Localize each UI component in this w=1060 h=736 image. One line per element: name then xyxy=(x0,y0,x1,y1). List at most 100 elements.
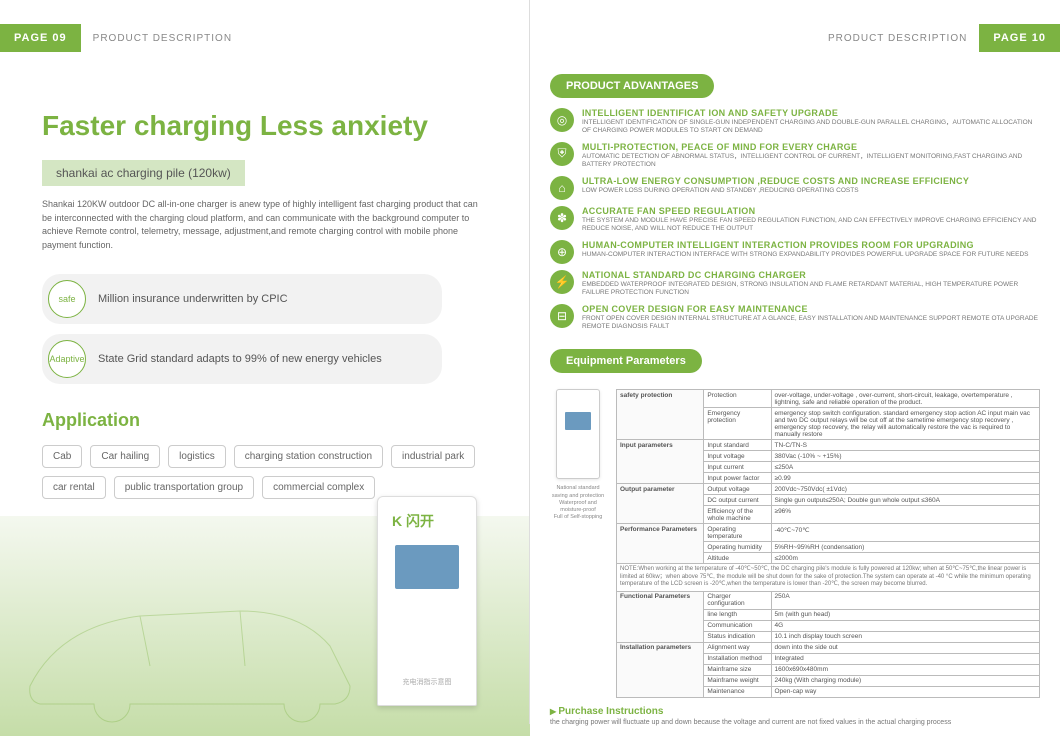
advantage-icon: ⚡ xyxy=(550,270,574,294)
param-value: ≥0.99 xyxy=(771,473,1040,484)
param-key: Output voltage xyxy=(704,484,771,495)
param-value: ≤250A xyxy=(771,462,1040,473)
application-title: Application xyxy=(42,410,487,431)
advantage-item: ⚡ NATIONAL STANDARD DC CHARGING CHARGEREM… xyxy=(550,270,1040,298)
feature-text: Million insurance underwritten by CPIC xyxy=(98,293,288,305)
param-value: 4G xyxy=(771,620,1040,631)
advantage-icon: ⊟ xyxy=(550,304,574,328)
param-value: over-voltage, under-voltage , over-curre… xyxy=(771,390,1040,408)
advantage-desc: FRONT OPEN COVER DESIGN INTERNAL STRUCTU… xyxy=(582,315,1040,332)
param-key: Operating temperature xyxy=(704,524,771,542)
param-key: Maintenance xyxy=(704,686,771,697)
advantage-desc: HUMAN-COMPUTER INTERACTION INTERFACE WIT… xyxy=(582,251,1040,259)
application-chip: logistics xyxy=(168,445,226,468)
advantage-title: ACCURATE FAN SPEED REGULATION xyxy=(582,206,1040,216)
application-chip: Car hailing xyxy=(90,445,160,468)
param-group: Input parameters xyxy=(617,440,704,484)
page-tab-right: PAGE 10 xyxy=(979,24,1060,52)
param-group: Performance Parameters xyxy=(617,524,704,564)
advantage-title: OPEN COVER DESIGN FOR EASY MAINTENANCE xyxy=(582,304,1040,314)
advantage-desc: LOW POWER LOSS DURING OPERATION AND STAN… xyxy=(582,187,1040,195)
param-key: Protection xyxy=(704,390,771,408)
headline: Faster charging Less anxiety xyxy=(42,110,487,142)
param-value: Open-cap way xyxy=(771,686,1040,697)
param-group: Functional Parameters xyxy=(617,591,704,642)
application-chip: public transportation group xyxy=(114,476,254,499)
param-note: NOTE:When working at the temperature of … xyxy=(617,564,1040,591)
param-value: -40℃~70℃ xyxy=(771,524,1040,542)
param-value: 10.1 inch display touch screen xyxy=(771,631,1040,642)
param-key: Installation method xyxy=(704,653,771,664)
charger-label: 充电消指示意图 xyxy=(378,677,476,687)
product-subtitle: shankai ac charging pile (120kw) xyxy=(42,160,245,186)
advantage-desc: EMBEDDED WATERPROOF INTEGRATED DESIGN, S… xyxy=(582,281,1040,298)
param-value: 250A xyxy=(771,591,1040,609)
param-value: 240kg (With charging module) xyxy=(771,675,1040,686)
param-value: Single gun output≤250A; Double gun whole… xyxy=(771,495,1040,506)
feature-row: Adaptive State Grid standard adapts to 99… xyxy=(42,334,442,384)
advantage-item: ⌂ ULTRA-LOW ENERGY CONSUMPTION ,REDUCE CO… xyxy=(550,176,1040,200)
advantage-item: ◎ INTELLIGENT IDENTIFICAT ION AND SAFETY … xyxy=(550,108,1040,136)
purchase-heading: Purchase Instructions xyxy=(550,706,1040,717)
advantage-title: NATIONAL STANDARD DC CHARGING CHARGER xyxy=(582,270,1040,280)
param-value: 1600x690x480mm xyxy=(771,664,1040,675)
param-value: ≥96% xyxy=(771,506,1040,524)
advantage-desc: AUTOMATIC DETECTION OF ABNORMAL STATUS，I… xyxy=(582,153,1040,170)
advantages-heading: PRODUCT ADVANTAGES xyxy=(550,74,714,98)
param-key: Mainframe weight xyxy=(704,675,771,686)
param-key: Input current xyxy=(704,462,771,473)
advantage-title: ULTRA-LOW ENERGY CONSUMPTION ,REDUCE COS… xyxy=(582,176,1040,186)
param-key: Emergency protection xyxy=(704,408,771,440)
purchase-text: the charging power will fluctuate up and… xyxy=(550,719,1040,726)
car-outline-icon xyxy=(20,556,360,726)
advantage-item: ⊕ HUMAN-COMPUTER INTELLIGENT INTERACTION … xyxy=(550,240,1040,264)
advantages-list: ◎ INTELLIGENT IDENTIFICAT ION AND SAFETY … xyxy=(550,108,1040,331)
advantage-item: ✽ACCURATE FAN SPEED REGULATIONTHE SYSTEM… xyxy=(550,206,1040,234)
product-description: Shankai 120KW outdoor DC all-in-one char… xyxy=(42,198,487,252)
feature-text: State Grid standard adapts to 99% of new… xyxy=(98,353,382,365)
advantage-icon: ◎ xyxy=(550,108,574,132)
feature-badge: Adaptive xyxy=(48,340,86,378)
charger-screen xyxy=(395,545,459,589)
parameters-heading: Equipment Parameters xyxy=(550,349,702,373)
advantage-desc: INTELLIGENT IDENTIFICATION OF SINGLE-GUN… xyxy=(582,119,1040,136)
mini-charger: National standardsaving and protectionWa… xyxy=(550,389,606,697)
advantage-icon: ✽ xyxy=(550,206,574,230)
application-chip: car rental xyxy=(42,476,106,499)
header-label-right: PRODUCT DESCRIPTION xyxy=(828,33,967,44)
parameters-table: safety protectionProtectionover-voltage,… xyxy=(616,389,1040,697)
param-value: 380Vac (-10% ~ +15%) xyxy=(771,451,1040,462)
param-value: ≤2000m xyxy=(771,553,1040,564)
feature-row: safe Million insurance underwritten by CP… xyxy=(42,274,442,324)
advantage-icon: ⊕ xyxy=(550,240,574,264)
application-chip: commercial complex xyxy=(262,476,375,499)
param-key: Input standard xyxy=(704,440,771,451)
param-group: Installation parameters xyxy=(617,642,704,697)
charger-illustration: K 闪开 充电消指示意图 xyxy=(377,496,487,736)
feature-badge: safe xyxy=(48,280,86,318)
advantage-title: INTELLIGENT IDENTIFICAT ION AND SAFETY U… xyxy=(582,108,1040,118)
advantage-item: ⊟ OPEN COVER DESIGN FOR EASY MAINTENANCEF… xyxy=(550,304,1040,332)
param-key: Altitude xyxy=(704,553,771,564)
page-right: PRODUCT DESCRIPTION PAGE 10 PRODUCT ADVA… xyxy=(530,0,1060,724)
param-key: Alignment way xyxy=(704,642,771,653)
param-key: Charger configuration xyxy=(704,591,771,609)
param-value: 5%RH~95%RH (condensation) xyxy=(771,542,1040,553)
param-key: Operating humidity xyxy=(704,542,771,553)
purchase-section: Purchase Instructions the charging power… xyxy=(550,706,1040,726)
param-key: DC output current xyxy=(704,495,771,506)
advantage-title: HUMAN-COMPUTER INTELLIGENT INTERACTION P… xyxy=(582,240,1040,250)
param-key: Mainframe size xyxy=(704,664,771,675)
header-label-left: PRODUCT DESCRIPTION xyxy=(93,33,232,44)
param-key: Input power factor xyxy=(704,473,771,484)
param-key: Status indication xyxy=(704,631,771,642)
param-key: Communication xyxy=(704,620,771,631)
header-left: PAGE 09 PRODUCT DESCRIPTION xyxy=(0,20,529,56)
advantage-title: MULTI-PROTECTION, PEACE OF MIND FOR EVER… xyxy=(582,142,1040,152)
application-chip: charging station construction xyxy=(234,445,383,468)
param-value: 200Vdc~750Vdc( ±1Vdc) xyxy=(771,484,1040,495)
param-group: Output parameter xyxy=(617,484,704,524)
header-right: PRODUCT DESCRIPTION PAGE 10 xyxy=(530,20,1060,56)
advantage-icon: ⌂ xyxy=(550,176,574,200)
page-tab-left: PAGE 09 xyxy=(0,24,81,52)
